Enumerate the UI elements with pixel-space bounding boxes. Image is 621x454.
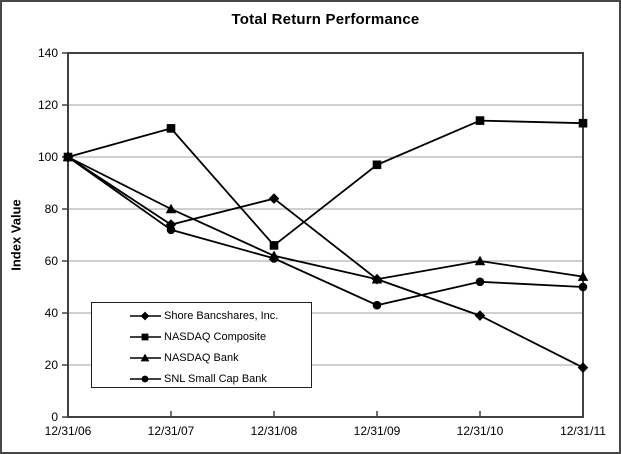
- x-tick-label: 12/31/07: [148, 424, 195, 438]
- series-line-snl-small-cap-bank: [67, 156, 584, 307]
- legend-item-nasdaq-composite: NASDAQ Composite: [130, 326, 311, 347]
- circle-legend-marker-icon: [130, 375, 161, 382]
- circle-marker: [166, 225, 176, 235]
- diamond-marker: [577, 362, 589, 373]
- series-line-shore-bancshares-inc: [67, 156, 584, 369]
- y-tick-label: 0: [51, 410, 58, 424]
- legend-label: SNL Small Cap Bank: [164, 372, 267, 385]
- x-tick-label: 12/31/11: [560, 424, 606, 438]
- y-tick-label: 100: [38, 150, 58, 164]
- x-tick-label: 12/31/10: [457, 424, 504, 438]
- legend-item-nasdaq-bank: NASDAQ Bank: [130, 347, 311, 368]
- series-line-nasdaq-composite: [67, 119, 584, 247]
- x-tick-label: 12/31/08: [251, 424, 298, 438]
- y-tick-label: 40: [45, 306, 59, 320]
- circle-marker: [269, 254, 279, 263]
- circle-marker: [475, 277, 485, 287]
- square-marker: [166, 124, 176, 133]
- plot-border: [67, 52, 584, 418]
- triangle-marker: [165, 203, 177, 214]
- triangle-marker: [577, 271, 589, 281]
- square-marker: [141, 333, 149, 340]
- legend-item-shore-bancshares-inc: Shore Bancshares, Inc.: [130, 305, 311, 326]
- chart-title: Total Return Performance: [231, 11, 420, 28]
- square-marker: [372, 160, 382, 170]
- circle-marker: [578, 282, 588, 292]
- y-tick-label: 60: [45, 254, 59, 268]
- square-legend-marker-icon: [130, 333, 161, 340]
- y-tick-label: 80: [45, 202, 59, 216]
- legend: Shore Bancshares, Inc. NASDAQ Composite NA…: [91, 302, 312, 388]
- diamond-marker: [268, 193, 280, 204]
- y-tick-label: 140: [38, 46, 58, 60]
- legend-label: NASDAQ Composite: [164, 330, 267, 343]
- x-tick-label: 12/31/09: [354, 424, 401, 438]
- circle-marker: [141, 375, 149, 382]
- triangle-marker: [474, 255, 486, 266]
- diamond-marker: [140, 311, 150, 320]
- square-marker: [269, 241, 279, 250]
- triangle-marker: [371, 273, 383, 284]
- square-marker: [578, 118, 588, 128]
- diamond-legend-marker-icon: [130, 311, 161, 320]
- triangle-legend-marker-icon: [130, 353, 161, 361]
- y-tick-label: 120: [38, 98, 58, 112]
- circle-marker: [372, 300, 382, 310]
- triangle-marker: [140, 353, 150, 361]
- legend-label: NASDAQ Bank: [164, 351, 239, 364]
- legend-label: Shore Bancshares, Inc.: [164, 309, 279, 322]
- square-marker: [475, 116, 485, 125]
- diamond-marker: [474, 310, 486, 321]
- y-tick-label: 20: [45, 358, 59, 372]
- x-tick-label: 12/31/06: [45, 424, 92, 438]
- series-line-nasdaq-bank: [67, 156, 584, 281]
- legend-item-snl-small-cap-bank: SNL Small Cap Bank: [130, 368, 311, 389]
- circle-marker: [63, 152, 73, 162]
